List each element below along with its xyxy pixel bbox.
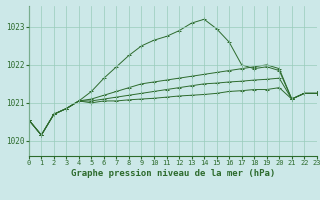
X-axis label: Graphe pression niveau de la mer (hPa): Graphe pression niveau de la mer (hPa) [71,169,275,178]
